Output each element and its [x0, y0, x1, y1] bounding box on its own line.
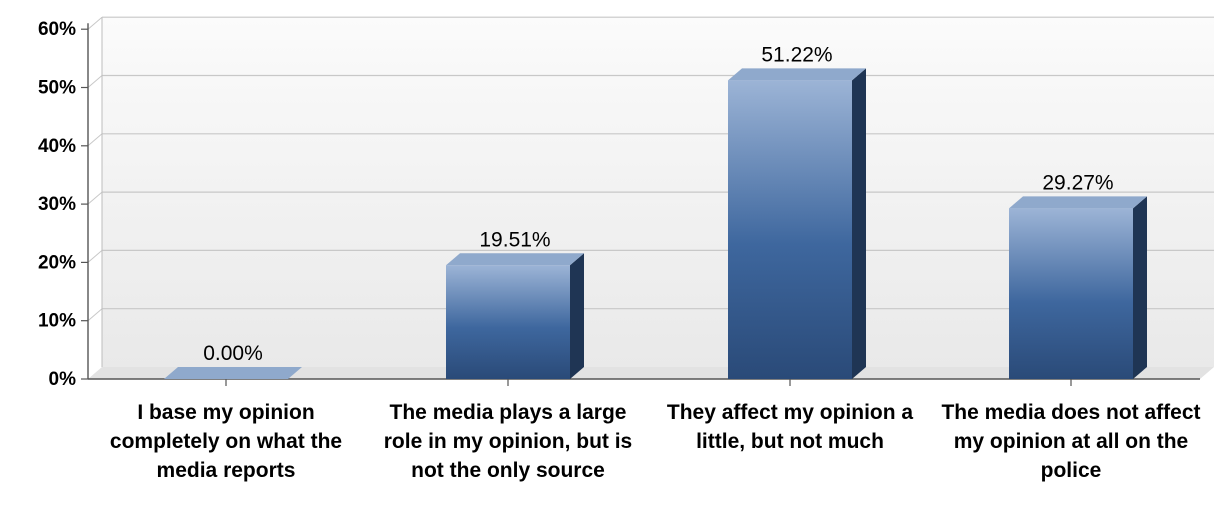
- bar-side: [570, 253, 584, 379]
- gridline-slant: [87, 16, 103, 30]
- gridline-slant: [87, 75, 103, 88]
- y-tick-label: 0%: [49, 369, 77, 390]
- bar-top: [446, 253, 584, 266]
- y-axis-ticks: 0% 10% 20% 30% 40% 50% 60%: [38, 19, 1072, 390]
- gridline-slant: [87, 191, 103, 205]
- bar-top: [164, 367, 302, 379]
- data-label: 19.51%: [479, 228, 550, 251]
- bar-front: [1009, 208, 1133, 379]
- y-tick-label: 60%: [38, 19, 76, 40]
- x-tick-label: The media plays a large role in my opini…: [383, 401, 633, 482]
- bars: [164, 68, 1147, 380]
- floor: [88, 367, 1214, 379]
- data-labels: 0.00% 19.51% 51.22% 29.27%: [203, 43, 1113, 365]
- y-tick-label: 30%: [38, 194, 76, 215]
- x-tick-label: I base my opinion completely on what the…: [109, 401, 343, 482]
- y-tick-label: 20%: [38, 252, 76, 273]
- data-label: 29.27%: [1042, 171, 1113, 194]
- bar-side: [1133, 196, 1147, 379]
- y-tick-label: 10%: [38, 311, 76, 332]
- y-tick-label: 40%: [38, 136, 76, 157]
- bar: [1009, 196, 1147, 379]
- bar-top: [1009, 196, 1147, 209]
- gridline-slant: [87, 308, 103, 322]
- x-tick-label: They affect my opinion a little, but not…: [666, 401, 914, 453]
- bar-front: [728, 80, 852, 380]
- bar: [728, 68, 866, 380]
- x-tick-label: The media does not affect my opinion at …: [941, 401, 1201, 482]
- bar-front: [446, 265, 570, 379]
- gridline-slant: [87, 250, 103, 263]
- bar: [446, 253, 584, 379]
- data-label: 0.00%: [203, 342, 263, 365]
- bar-side: [852, 68, 866, 380]
- bar: [164, 367, 302, 379]
- bar-top: [728, 68, 866, 81]
- y-tick-label: 50%: [38, 78, 76, 99]
- data-label: 51.22%: [761, 43, 832, 66]
- gridline-slant: [87, 133, 103, 147]
